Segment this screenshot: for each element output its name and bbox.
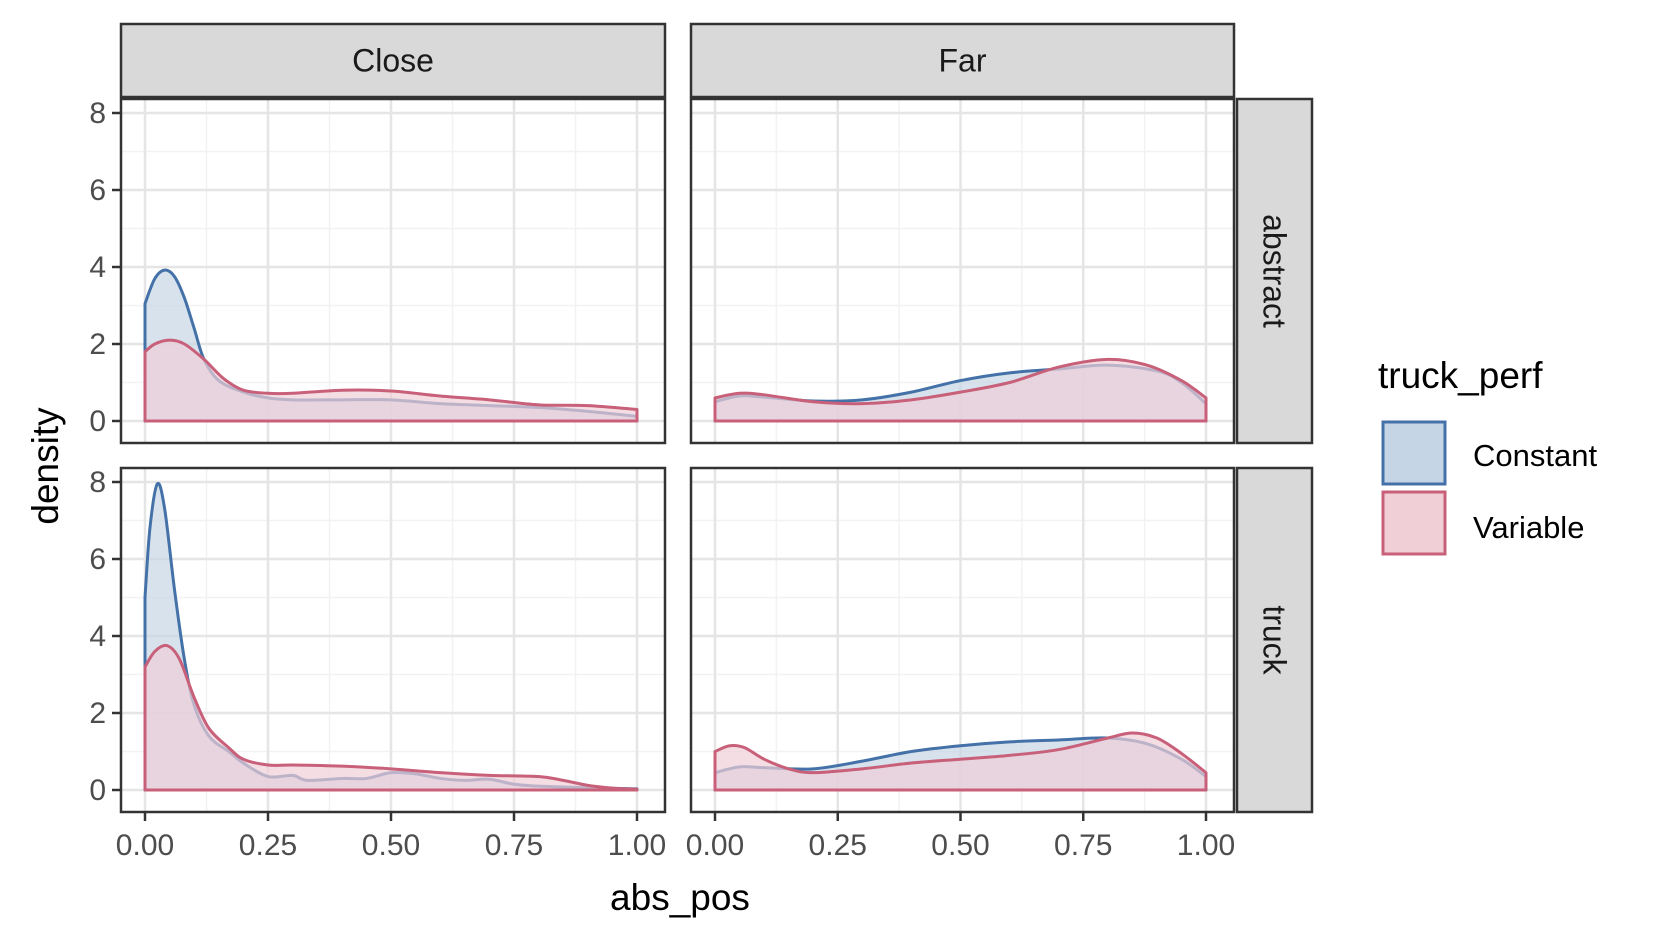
y-tick-label: 2 <box>89 328 106 361</box>
density-area-variable <box>715 733 1206 790</box>
strip-label-close: Close <box>352 43 434 79</box>
density-line-variable <box>143 338 639 423</box>
strip-label-abstract: abstract <box>1257 214 1293 328</box>
panel-far-abstract <box>689 97 1236 445</box>
density-area-variable <box>715 359 1206 421</box>
y-tick-label: 4 <box>89 620 106 653</box>
y-tick-label: 0 <box>89 405 106 438</box>
y-tick-label: 2 <box>89 697 106 730</box>
strips-layer: Close Far abstract truck <box>119 22 1314 814</box>
x-tick-label: 0.00 <box>686 829 744 862</box>
legend-label-constant: Constant <box>1473 438 1597 473</box>
legend-label-variable: Variable <box>1473 510 1584 545</box>
legend: truck_perf Constant Variable <box>1378 355 1597 556</box>
x-axis-title: abs_pos <box>610 877 750 918</box>
x-tick-label: 0.75 <box>1054 829 1112 862</box>
panel-border <box>689 466 1236 814</box>
panel-far-truck <box>689 466 1236 814</box>
x-tick-label: 1.00 <box>608 829 666 862</box>
legend-title: truck_perf <box>1378 355 1543 396</box>
density-line-variable <box>713 357 1208 423</box>
x-tick-label: 0.00 <box>116 829 174 862</box>
x-tick-label: 1.00 <box>1177 829 1235 862</box>
density-area-variable <box>145 340 637 421</box>
density-area-variable <box>145 645 637 790</box>
y-tick-label: 6 <box>89 543 106 576</box>
panel-border <box>689 97 1236 445</box>
y-tick-label: 0 <box>89 774 106 807</box>
x-tick-label: 0.50 <box>931 829 989 862</box>
strip-row-abstract <box>1235 97 1314 445</box>
y-tick-label: 8 <box>89 97 106 130</box>
panels-layer <box>119 97 1236 814</box>
panel-close-truck <box>119 466 667 814</box>
strip-col-far <box>689 22 1236 99</box>
axes-layer: 0 2 4 6 8 0 2 4 6 8 0.00 0.25 0.50 0.75 1.00 0.00 0.25 0.… <box>89 97 1235 862</box>
strip-label-truck: truck <box>1257 605 1293 675</box>
x-tick-label: 0.25 <box>809 829 867 862</box>
y-tick-label: 6 <box>89 174 106 207</box>
panel-close-abstract <box>119 97 667 445</box>
strip-row-truck <box>1235 466 1314 814</box>
density-line-variable <box>143 643 639 792</box>
x-tick-label: 0.50 <box>362 829 420 862</box>
legend-swatch-constant <box>1381 420 1447 486</box>
strip-label-far: Far <box>939 43 987 79</box>
legend-swatch-variable <box>1381 490 1447 556</box>
x-tick-label: 0.25 <box>239 829 297 862</box>
y-tick-label: 8 <box>89 466 106 499</box>
panel-border <box>119 466 667 814</box>
y-tick-label: 4 <box>89 251 106 284</box>
density-line-variable <box>713 731 1208 792</box>
panel-border <box>119 97 667 445</box>
y-axis-title: density <box>25 407 66 525</box>
strip-col-close <box>119 22 667 99</box>
x-tick-label: 0.75 <box>485 829 543 862</box>
